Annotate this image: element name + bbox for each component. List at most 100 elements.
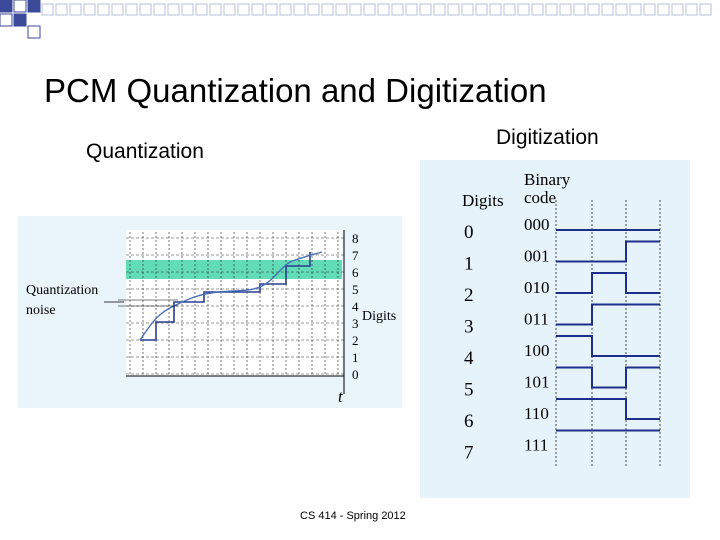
code-waveform [556, 303, 660, 326]
digitization-panel-bg [420, 160, 690, 498]
level-label: 7 [352, 248, 359, 263]
level-label: 5 [352, 282, 359, 297]
decor-square [433, 3, 446, 16]
decor-square [55, 3, 68, 16]
decor-square [27, 0, 41, 13]
code-waveform [556, 272, 660, 294]
level-label: 3 [352, 316, 359, 331]
decor-square [293, 3, 306, 16]
decor-square [69, 3, 82, 16]
level-label: 4 [352, 299, 359, 314]
decor-square [629, 3, 642, 16]
decor-square [83, 3, 96, 16]
decor-square [685, 3, 698, 16]
code-waveform [556, 240, 660, 263]
decor-square [699, 3, 712, 16]
binary-code-value: 111 [524, 436, 548, 455]
binary-code-value: 000 [524, 215, 550, 234]
decor-square [349, 3, 362, 16]
vertical-grid [129, 232, 339, 376]
decor-square [41, 3, 54, 16]
decor-square [601, 3, 614, 16]
decor-square [475, 3, 488, 16]
decor-square [265, 3, 278, 16]
code-waveform [556, 366, 660, 389]
decor-square [209, 3, 222, 16]
decor-square [167, 3, 180, 16]
decor-square [223, 3, 236, 16]
decor-square [405, 3, 418, 16]
decor-square [419, 3, 432, 16]
decor-square [517, 3, 530, 16]
digit-value: 0 [464, 222, 474, 243]
decor-square [531, 3, 544, 16]
decor-square [447, 3, 460, 16]
code-waveform [556, 335, 660, 357]
quantization-noise-label-1: Quantization [26, 283, 98, 298]
slide-title: PCM Quantization and Digitization [44, 72, 547, 109]
binary-code-value: 101 [524, 373, 550, 392]
decor-square [615, 3, 628, 16]
digit-value: 6 [464, 411, 474, 432]
quantization-subtitle: Quantization [86, 140, 204, 163]
digit-value: 1 [464, 254, 474, 275]
binary-code-value: 110 [524, 404, 549, 423]
decor-square [13, 0, 27, 13]
digits-column-header: Digits [462, 191, 504, 210]
binary-code-value: 011 [524, 310, 549, 329]
decor-square [195, 3, 208, 16]
decor-square [111, 3, 124, 16]
binary-code-header-1: Binary [524, 170, 571, 189]
level-label: 2 [352, 333, 359, 348]
decor-square [0, 0, 13, 13]
digit-value: 7 [464, 443, 474, 464]
digit-value: 2 [464, 285, 474, 306]
decor-square [27, 25, 41, 39]
decor-square [671, 3, 684, 16]
binary-code-value: 001 [524, 247, 550, 266]
code-waveform [556, 398, 660, 420]
digitization-subtitle: Digitization [496, 126, 599, 149]
decor-square [545, 3, 558, 16]
staircase-signal [140, 252, 311, 341]
analog-signal [139, 251, 323, 341]
decor-square [643, 3, 656, 16]
decor-square [391, 3, 404, 16]
decor-square [139, 3, 152, 16]
decor-square [377, 3, 390, 16]
quantization-noise-label-2: noise [26, 303, 56, 318]
decor-square [13, 13, 27, 27]
level-labels: 0 1 2 3 4 5 6 7 8 [352, 231, 359, 382]
decor-square [321, 3, 334, 16]
quantization-diagram: 0 1 2 3 4 5 6 7 8 Quantization noise Digits t [18, 216, 402, 408]
decor-square [307, 3, 320, 16]
digit-value: 4 [464, 348, 474, 369]
decor-square [489, 3, 502, 16]
digit-value: 3 [464, 317, 474, 338]
digit-value: 5 [464, 380, 474, 401]
decor-square [97, 3, 110, 16]
decor-square [335, 3, 348, 16]
binary-code-value: 010 [524, 278, 550, 297]
decor-square [559, 3, 572, 16]
decor-square [237, 3, 250, 16]
decorative-squares [0, 0, 712, 39]
binary-code-value: 100 [524, 341, 550, 360]
level-label: 8 [352, 231, 359, 246]
decor-square [461, 3, 474, 16]
decor-square [181, 3, 194, 16]
decor-square [125, 3, 138, 16]
decor-square [503, 3, 516, 16]
decor-square [279, 3, 292, 16]
decor-square [657, 3, 670, 16]
decor-square [587, 3, 600, 16]
time-axis-label: t [338, 387, 344, 406]
binary-code-header-2: code [524, 188, 556, 207]
digits-axis-label: Digits [362, 309, 396, 324]
level-label: 1 [352, 350, 359, 365]
level-label: 0 [352, 367, 359, 382]
plot-area [126, 230, 342, 376]
decor-square [363, 3, 376, 16]
